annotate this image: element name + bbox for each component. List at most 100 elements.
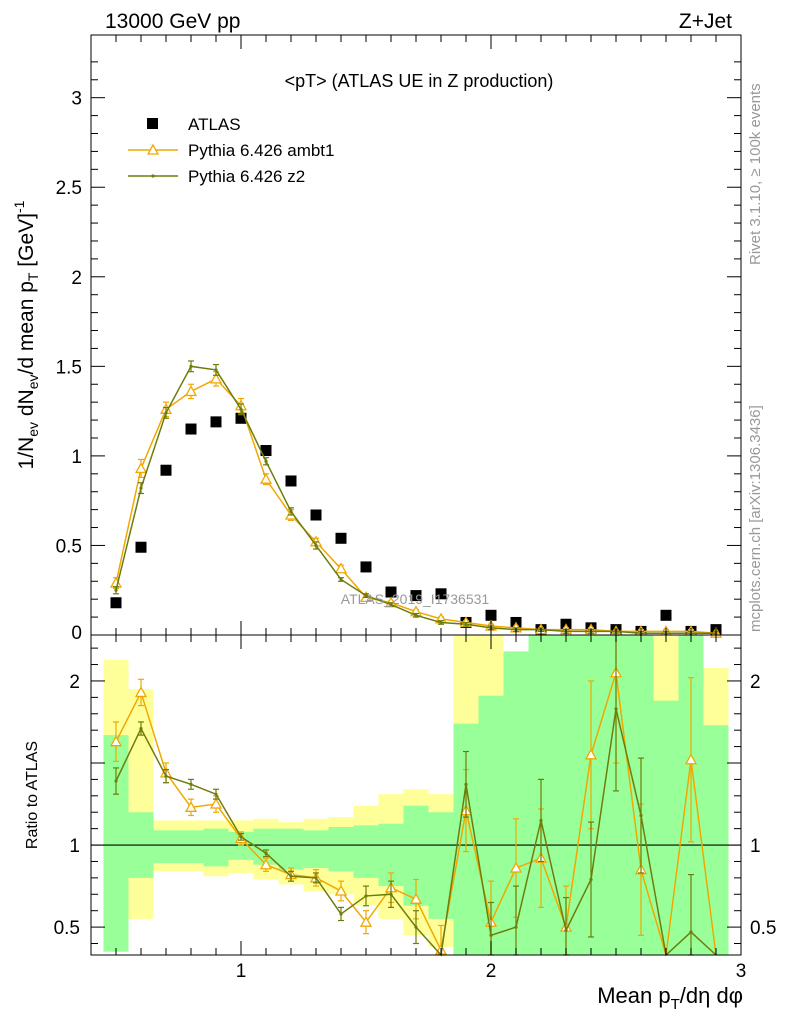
ratio-point [189, 782, 193, 786]
ratio-point [114, 779, 118, 783]
ratio-point [109, 735, 123, 747]
series-point [114, 588, 118, 592]
ratio-y-tick-label: 2 [69, 672, 80, 693]
ratio-point [689, 930, 693, 934]
series-point [239, 407, 243, 411]
ratio-point [164, 774, 168, 778]
ratio-point [639, 813, 643, 818]
ratio-point [139, 726, 143, 731]
green-uncertainty-band [703, 725, 729, 955]
atlas-data-point [160, 464, 172, 476]
ratio-point [289, 874, 293, 878]
ratio-y-tick-label-right: 2 [750, 672, 761, 693]
ratio-point [264, 851, 268, 855]
series-point [164, 411, 168, 415]
atlas-data-point [110, 597, 122, 609]
legend-label: Pythia 6.426 ambt1 [188, 141, 334, 160]
series-point [189, 364, 193, 368]
green-uncertainty-band [328, 827, 354, 872]
header-left: 13000 GeV pp [105, 10, 240, 33]
ratio-panel: 0.5 0.5 1 1 2 2 1 2 3 [54, 634, 776, 982]
main-y-axis-label: 1/Nev dNev/d mean pT [GeV]-1 [11, 200, 41, 469]
main-y-tick-label: 3 [71, 89, 82, 110]
series-point [214, 368, 218, 372]
watermark: ATLAS_2019_I1736531 [341, 591, 490, 607]
green-uncertainty-band [278, 828, 304, 870]
legend-marker [151, 174, 155, 178]
legend-marker [147, 118, 158, 129]
x-tick-label: 2 [486, 961, 497, 982]
green-uncertainty-band [153, 830, 179, 864]
series-point [339, 577, 343, 582]
ratio-point [364, 894, 368, 898]
ratio-y-tick-label: 0.5 [54, 918, 80, 939]
ratio-axis-ticks: 0.5 0.5 1 1 2 2 1 2 3 [54, 635, 776, 982]
ratio-point [514, 925, 518, 929]
atlas-data-point [135, 541, 147, 553]
mcplots-label: mcplots.cern.ch [arXiv:1306.3436] [747, 405, 764, 632]
ratio-uncertainty-bands [103, 635, 729, 955]
ratio-point [389, 892, 393, 896]
series-point [184, 385, 198, 397]
ratio-point [489, 933, 493, 937]
atlas-data-point [285, 475, 297, 487]
ratio-point [209, 797, 223, 809]
series-point [264, 459, 268, 463]
ratio-y-tick-label-right: 1 [750, 836, 761, 857]
series-point [389, 602, 393, 607]
atlas-data-point [410, 590, 422, 602]
atlas-data-point [660, 609, 672, 621]
main-y-tick-label: 1.5 [56, 357, 82, 378]
ratio-point [539, 818, 543, 823]
ratio-point [584, 748, 598, 760]
main-axis-ticks: 0.5 1 1.5 2 2.5 3 0 [56, 35, 741, 644]
atlas-data-point [235, 412, 247, 424]
ratio-point [414, 925, 418, 929]
legend-label: ATLAS [188, 115, 241, 134]
ratio-point [409, 892, 423, 904]
ratio-point [239, 835, 243, 839]
ratio-point [184, 800, 198, 812]
legend: ATLAS Pythia 6.426 ambt1 Pythia 6.426 z2 [128, 115, 334, 186]
ratio-point [464, 782, 468, 786]
series-point [289, 509, 293, 514]
legend-marker [146, 143, 160, 155]
atlas-data-point [185, 423, 197, 435]
atlas-data-point [310, 509, 322, 521]
series-point [414, 613, 418, 617]
ratio-y-axis-label: Ratio to ATLAS [24, 741, 41, 849]
series-point [109, 576, 123, 588]
green-uncertainty-band [353, 825, 379, 878]
series-point [439, 620, 443, 625]
series-point [134, 462, 148, 474]
main-title: <pT> (ATLAS UE in Z production) [285, 71, 554, 91]
atlas-data-point [335, 532, 347, 544]
green-uncertainty-band [203, 828, 229, 867]
ratio-point [564, 928, 568, 932]
series-point [334, 562, 348, 574]
ratio-point [589, 877, 593, 882]
ratio-point [684, 753, 698, 765]
ratio-point [134, 686, 148, 698]
main-panel: 0.5 1 1.5 2 2.5 3 0 <pT> (ATLAS UE in Z produc… [56, 34, 742, 644]
green-uncertainty-band [178, 830, 204, 864]
ratio-y-tick-label: 1 [69, 836, 80, 857]
main-y-tick-label: 1 [71, 447, 82, 468]
series-point [364, 593, 368, 598]
series-point [259, 472, 273, 484]
main-y-tick-label: 2 [71, 268, 82, 289]
main-plot-area [109, 360, 723, 638]
ratio-point [259, 858, 273, 870]
atlas-data-point [435, 588, 447, 600]
x-tick-label: 1 [236, 961, 247, 982]
ratio-point [359, 915, 373, 927]
ratio-y-tick-label-right: 0.5 [750, 918, 776, 939]
atlas-data-point [385, 586, 397, 598]
legend-label: Pythia 6.426 z2 [188, 167, 305, 186]
ratio-point [334, 884, 348, 896]
atlas-data-point [210, 416, 222, 428]
main-y-tick-label: 2.5 [56, 178, 82, 199]
ratio-point [339, 912, 343, 916]
main-y-tick-label: 0.5 [56, 536, 82, 557]
